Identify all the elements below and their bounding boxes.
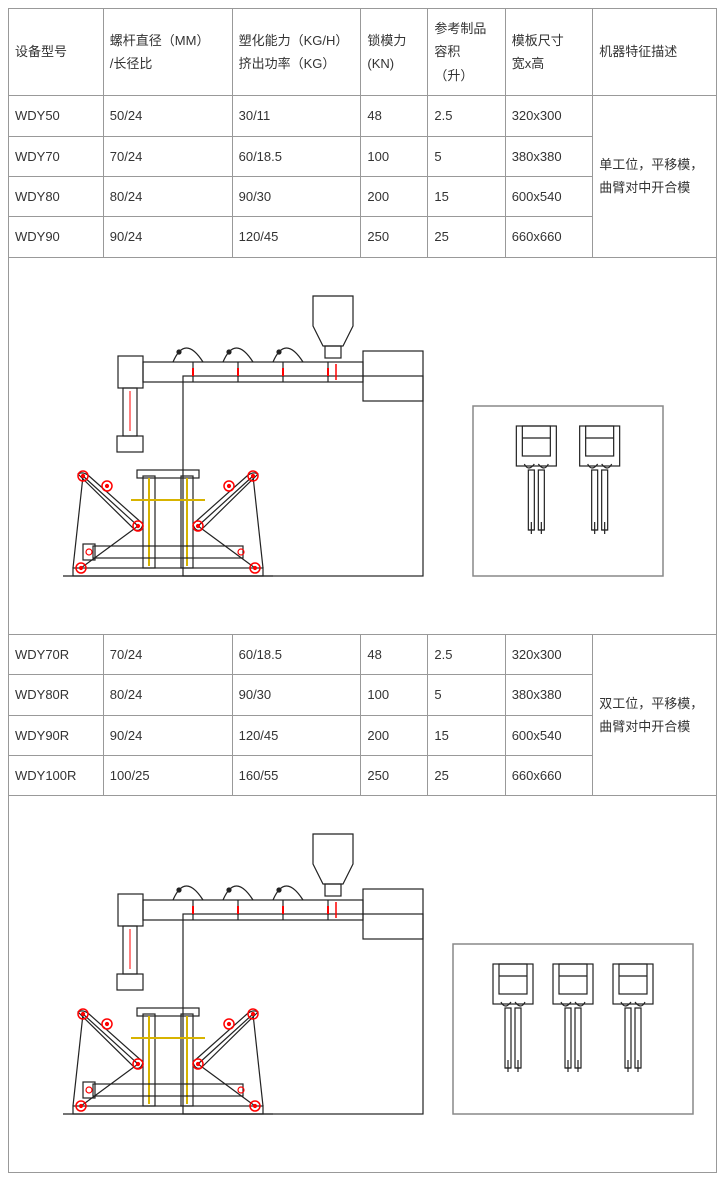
cell-model: WDY70R xyxy=(9,634,104,674)
cell-volume: 2.5 xyxy=(428,634,505,674)
cell-plate: 380x380 xyxy=(505,675,593,715)
table-header-row: 设备型号 螺杆直径（MM）/长径比 塑化能力（KG/H）挤出功率（KG） 锁模力… xyxy=(9,9,717,96)
cell-screw: 100/25 xyxy=(103,755,232,795)
cell-volume: 25 xyxy=(428,217,505,257)
diagram-row xyxy=(9,257,717,634)
spec-table: 设备型号 螺杆直径（MM）/长径比 塑化能力（KG/H）挤出功率（KG） 锁模力… xyxy=(8,8,717,1173)
cell-plate: 600x540 xyxy=(505,715,593,755)
cell-plate: 660x660 xyxy=(505,217,593,257)
hdr-screw: 螺杆直径（MM）/长径比 xyxy=(103,9,232,96)
cell-clamp: 100 xyxy=(361,675,428,715)
diagram-cell-1 xyxy=(9,257,717,634)
cell-plate: 320x300 xyxy=(505,634,593,674)
table-row: WDY50 50/24 30/11 48 2.5 320x300 单工位，平移模… xyxy=(9,96,717,136)
cell-plate: 320x300 xyxy=(505,96,593,136)
cell-volume: 25 xyxy=(428,755,505,795)
cell-model: WDY50 xyxy=(9,96,104,136)
cell-model: WDY80R xyxy=(9,675,104,715)
cell-model: WDY90 xyxy=(9,217,104,257)
cell-desc: 单工位，平移模，曲臂对中开合模 xyxy=(593,96,717,258)
table-row: WDY70R 70/24 60/18.5 48 2.5 320x300 双工位，… xyxy=(9,634,717,674)
cell-screw: 50/24 xyxy=(103,96,232,136)
cell-desc: 双工位，平移模，曲臂对中开合模 xyxy=(593,634,717,796)
cell-plast: 120/45 xyxy=(232,217,361,257)
cell-clamp: 250 xyxy=(361,755,428,795)
cell-clamp: 48 xyxy=(361,96,428,136)
cell-plate: 660x660 xyxy=(505,755,593,795)
cell-plate: 380x380 xyxy=(505,136,593,176)
cell-plast: 90/30 xyxy=(232,675,361,715)
hdr-model: 设备型号 xyxy=(9,9,104,96)
cell-plast: 60/18.5 xyxy=(232,634,361,674)
cell-plast: 120/45 xyxy=(232,715,361,755)
hdr-plate: 模板尺寸宽x高 xyxy=(505,9,593,96)
cell-volume: 5 xyxy=(428,675,505,715)
cell-clamp: 200 xyxy=(361,715,428,755)
cell-screw: 90/24 xyxy=(103,217,232,257)
cell-clamp: 250 xyxy=(361,217,428,257)
hdr-plast: 塑化能力（KG/H）挤出功率（KG） xyxy=(232,9,361,96)
cell-volume: 5 xyxy=(428,136,505,176)
cell-clamp: 100 xyxy=(361,136,428,176)
machine-diagram-1 xyxy=(23,276,703,616)
cell-volume: 15 xyxy=(428,176,505,216)
cell-screw: 70/24 xyxy=(103,634,232,674)
cell-plast: 30/11 xyxy=(232,96,361,136)
cell-model: WDY80 xyxy=(9,176,104,216)
cell-screw: 80/24 xyxy=(103,176,232,216)
cell-volume: 15 xyxy=(428,715,505,755)
cell-plast: 160/55 xyxy=(232,755,361,795)
cell-model: WDY100R xyxy=(9,755,104,795)
cell-screw: 80/24 xyxy=(103,675,232,715)
hdr-volume: 参考制品容积（升） xyxy=(428,9,505,96)
cell-clamp: 48 xyxy=(361,634,428,674)
cell-model: WDY70 xyxy=(9,136,104,176)
cell-screw: 70/24 xyxy=(103,136,232,176)
diagram-row xyxy=(9,796,717,1173)
cell-plast: 90/30 xyxy=(232,176,361,216)
diagram-cell-2 xyxy=(9,796,717,1173)
cell-model: WDY90R xyxy=(9,715,104,755)
cell-screw: 90/24 xyxy=(103,715,232,755)
hdr-desc: 机器特征描述 xyxy=(593,9,717,96)
cell-clamp: 200 xyxy=(361,176,428,216)
cell-volume: 2.5 xyxy=(428,96,505,136)
hdr-clamp: 锁模力(KN) xyxy=(361,9,428,96)
cell-plate: 600x540 xyxy=(505,176,593,216)
cell-plast: 60/18.5 xyxy=(232,136,361,176)
machine-diagram-2 xyxy=(23,814,703,1154)
